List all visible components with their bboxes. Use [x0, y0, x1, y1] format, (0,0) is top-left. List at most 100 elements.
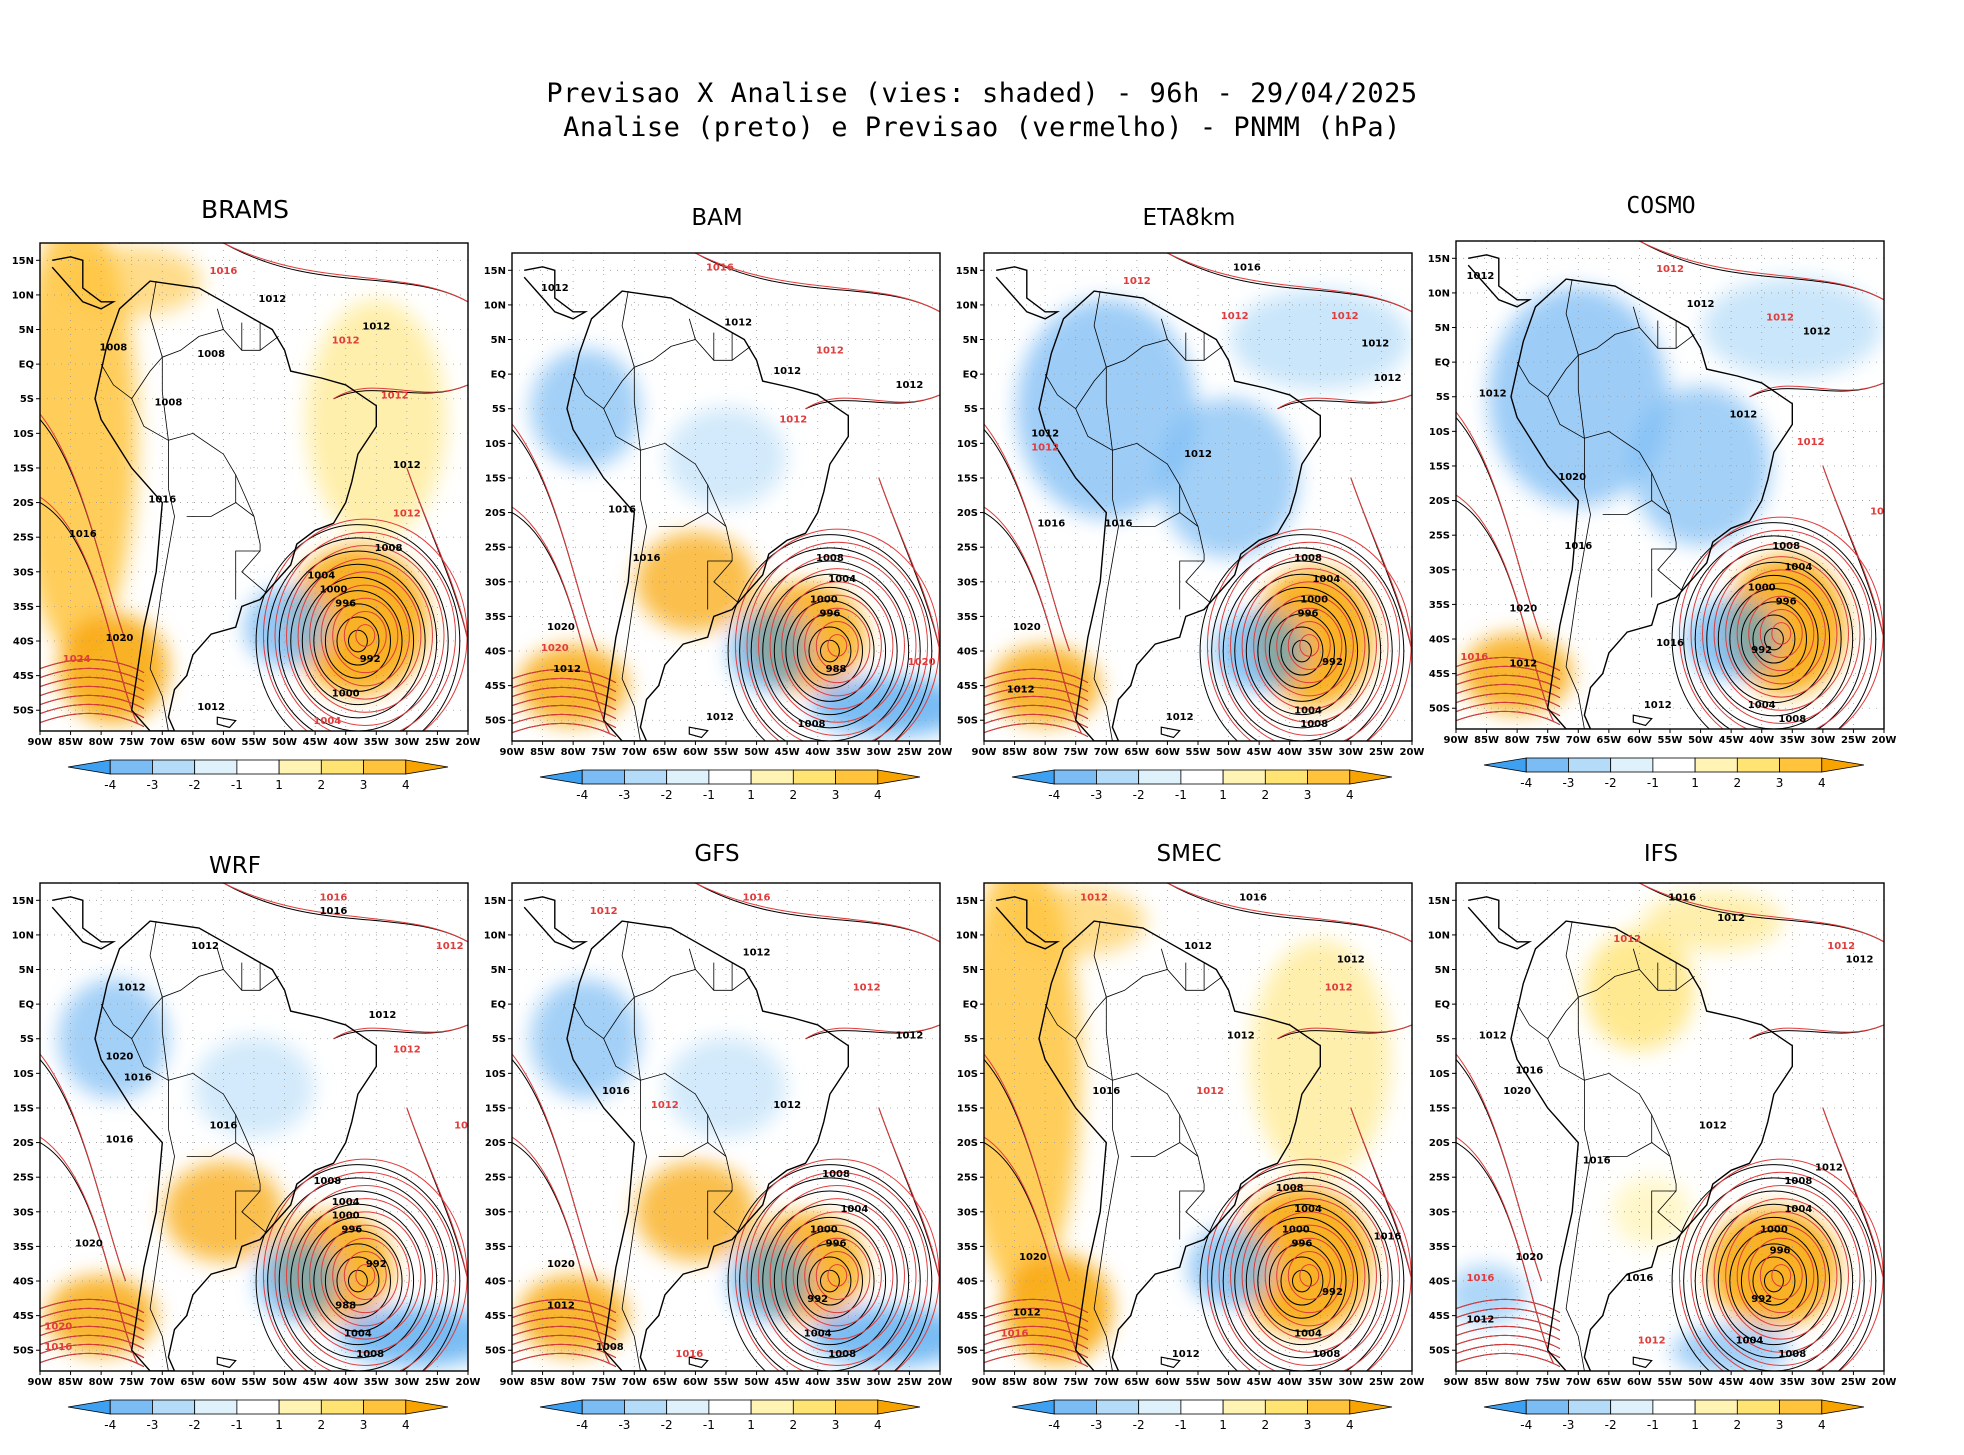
colorbar-segment [1694, 1399, 1738, 1415]
colorbar-segment [581, 769, 625, 785]
coord-label: 85W [1002, 1377, 1027, 1388]
coord-label: 50W [1688, 735, 1713, 746]
isobar-label: 1020 [541, 643, 569, 654]
colorbar-tick-label: 3 [1776, 776, 1784, 790]
cyclone-isobar [1211, 1177, 1393, 1371]
colorbar-segment [708, 1399, 752, 1415]
isobar-label: 1016 [1870, 506, 1896, 517]
colorbar-segment [581, 1399, 625, 1415]
colorbar-tick-label: 2 [790, 788, 798, 802]
coord-label: 15S [957, 473, 978, 484]
cyclone-isobar [1280, 1256, 1324, 1306]
colorbar-tick-label: 1 [275, 1418, 283, 1432]
bias-patch [163, 1161, 284, 1262]
coord-label: 60W [1627, 735, 1652, 746]
pacific-isobar [512, 506, 611, 735]
cyclone-isobar [746, 541, 929, 741]
coord-label: 30S [957, 1207, 978, 1218]
country-border [633, 969, 751, 1081]
isobar-label: 1008 [356, 1349, 384, 1360]
coord-label: 10S [13, 1069, 34, 1080]
coord-label: 40S [13, 637, 34, 648]
coord-label: EQ [963, 1000, 978, 1011]
cyclone-isobar [1222, 1190, 1382, 1371]
map-svg: 1016 1016 1012 1012 1012 1012 1012 1020 1016 1016… [12, 882, 480, 1432]
coord-label: 5N [963, 965, 978, 976]
cyclone-isobar [1291, 1269, 1312, 1293]
isobar-label: 992 [1751, 1294, 1772, 1305]
coord-label: 20W [1400, 1377, 1424, 1388]
cyclone-isobar [301, 1216, 415, 1346]
colorbar-tick-label: 2 [790, 1418, 798, 1432]
central-america-coast [995, 896, 1061, 950]
grid [984, 883, 1412, 1371]
coord-label: 25W [425, 737, 450, 748]
country-border [131, 921, 163, 1039]
coord-label: 60W [683, 747, 708, 758]
forecast-isobars [512, 253, 940, 741]
colorbar: -4 -3 -2 -1 1 2 3 4 [67, 1399, 449, 1432]
isobar-label: 1016 [1037, 518, 1065, 529]
bias-patch [287, 545, 428, 696]
isobar-label: 1012 [1166, 712, 1194, 723]
isobar-label: 1020 [547, 622, 575, 633]
isobar-label: 988 [826, 664, 847, 675]
panel-title: IFS [1643, 841, 1679, 867]
coord-label: 5N [963, 335, 978, 346]
colorbar-segment [792, 769, 836, 785]
isobar-label: 1012 [773, 1100, 801, 1111]
panel-title: WRF [209, 853, 261, 879]
cyclone-isobar [815, 620, 859, 670]
colorbar-segment [1307, 769, 1351, 785]
cyclone-isobar [1222, 560, 1382, 741]
cyclone-isobar [278, 1190, 438, 1371]
colorbar-tick-label: -4 [104, 1418, 116, 1432]
cyclone-isobar [1725, 569, 1838, 698]
isobar-label: 1016 [44, 1342, 72, 1353]
colorbar-segment [1525, 757, 1569, 773]
coord-label: EQ [19, 360, 34, 371]
cyclone-isobar [1759, 608, 1803, 658]
high-isobar [1456, 701, 1561, 717]
pacific-isobar [1456, 1053, 1543, 1282]
colorbar: -4 -3 -2 -1 1 2 3 4 [539, 1399, 921, 1432]
contour-labels: 1016 1012 1012 1012 1012 1012 1012 1012 1012 1016… [1007, 262, 1402, 730]
high-isobar [1456, 683, 1561, 699]
colorbar-segment [1610, 1399, 1654, 1415]
colorbar-tick-label: 1 [1691, 776, 1699, 790]
colorbar-segment [278, 759, 322, 775]
colorbar-tick-label: 3 [1304, 788, 1312, 802]
grid [984, 253, 1412, 741]
high-isobar [512, 1334, 617, 1350]
cyclone-isobar [1690, 529, 1873, 729]
cyclone-isobar [267, 1177, 449, 1371]
isobar-label: 1004 [804, 1328, 832, 1339]
coord-label: 55W [242, 1377, 267, 1388]
high-isobar [984, 1316, 1089, 1332]
country-border [621, 1128, 647, 1371]
country-border [1160, 948, 1168, 970]
coord-label: 35S [957, 1242, 978, 1253]
high-isobar [40, 667, 145, 683]
coord-label: 80W [1505, 1377, 1530, 1388]
colorbar-tick-label: 3 [360, 778, 368, 792]
map-svg: 1016 1012 1012 1012 1012 1012 1016 1012 1008 1004… [956, 882, 1424, 1432]
colorbar-segment [67, 1399, 111, 1415]
pacific-isobar [1456, 1136, 1555, 1365]
coord-label: 65W [180, 1377, 205, 1388]
coord-label: 45S [485, 1311, 506, 1322]
colorbar-tick-label: -1 [231, 778, 243, 792]
panel-title: COSMO [1626, 193, 1696, 219]
coord-label: 10N [484, 300, 506, 311]
coord-label: 20S [13, 498, 34, 509]
country-border [603, 291, 635, 409]
bias-patch [518, 1275, 629, 1356]
cyclone-isobar [1694, 1190, 1854, 1371]
colorbar-segment [320, 1399, 364, 1415]
isobar-label: 1012 [743, 948, 771, 959]
high-isobar [1456, 674, 1561, 690]
country-border [1565, 1128, 1591, 1371]
coord-label: 20W [1872, 1377, 1896, 1388]
atlantic-isobar [1167, 883, 1412, 943]
coord-label: 65W [652, 747, 677, 758]
